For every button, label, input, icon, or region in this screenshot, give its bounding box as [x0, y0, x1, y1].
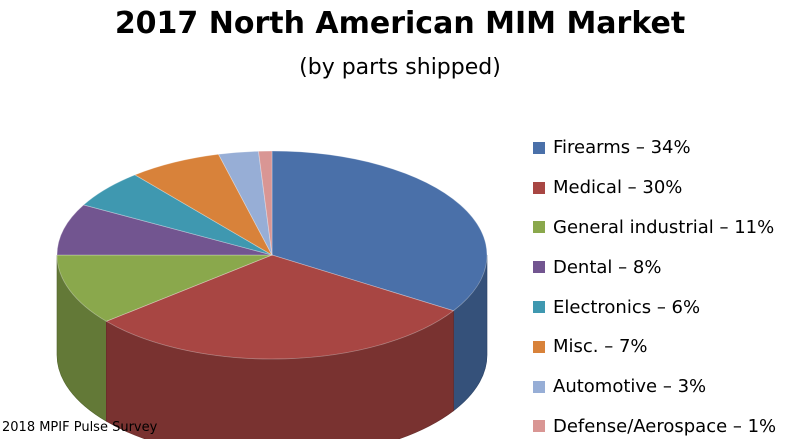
pie-slice [56, 254, 273, 322]
chart-legend: Firearms – 34% Medical – 30% General indus… [533, 128, 776, 446]
pie-slice [271, 150, 488, 312]
legend-item: General industrial – 11% [533, 208, 776, 248]
pie-slice [82, 174, 273, 256]
legend-swatch [533, 301, 545, 314]
pie-slice [134, 153, 274, 257]
chart-title: 2017 North American MIM Market [114, 6, 686, 41]
legend-swatch [533, 380, 545, 393]
legend-item: Defense/Aerospace – 1% [533, 407, 776, 446]
legend-label: Automotive – 3% [553, 376, 707, 398]
legend-item: Firearms – 34% [533, 128, 776, 168]
legend-swatch [533, 221, 545, 234]
pie-slice [56, 204, 273, 256]
legend-label: Electronics – 6% [553, 296, 701, 318]
legend-item: Automotive – 3% [533, 367, 776, 407]
legend-item: Medical – 30% [533, 168, 776, 208]
legend-label: Firearms – 34% [553, 137, 691, 159]
legend-swatch [533, 261, 545, 274]
legend-label: Dental – 8% [553, 256, 662, 278]
legend-label: Misc. – 7% [553, 336, 648, 358]
pie-slice [105, 254, 455, 360]
source-note: 2018 MPIF Pulse Survey [2, 420, 158, 435]
legend-swatch [533, 340, 545, 353]
chart-subtitle: (by parts shipped) [299, 55, 501, 80]
pie-slice [258, 150, 273, 256]
legend-swatch [533, 181, 545, 194]
legend-item: Dental – 8% [533, 247, 776, 287]
legend-item: Electronics – 6% [533, 287, 776, 327]
pie-slice [217, 150, 273, 256]
legend-label: General industrial – 11% [553, 216, 775, 238]
legend-swatch [533, 141, 545, 154]
legend-swatch [533, 420, 545, 433]
legend-label: Defense/Aerospace – 1% [553, 415, 777, 437]
legend-label: Medical – 30% [553, 177, 683, 199]
legend-item: Misc. – 7% [533, 327, 776, 367]
